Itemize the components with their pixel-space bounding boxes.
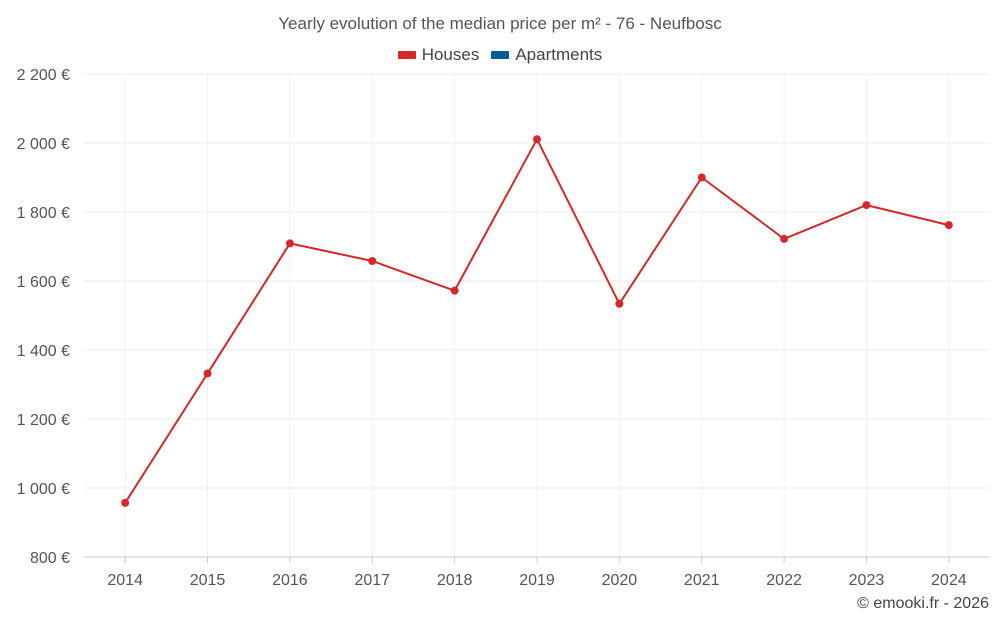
data-point	[450, 286, 459, 295]
x-tick-label: 2019	[519, 572, 555, 589]
data-point	[862, 201, 871, 210]
x-tick-label: 2014	[107, 572, 143, 589]
x-tick-label: 2022	[766, 572, 802, 589]
legend: Houses Apartments	[0, 45, 1000, 65]
x-tick-label: 2017	[354, 572, 390, 589]
legend-label-houses: Houses	[421, 45, 480, 64]
data-point	[780, 234, 789, 243]
x-tick-label: 2021	[684, 572, 720, 589]
x-tick-label: 2023	[849, 572, 885, 589]
x-tick-label: 2018	[437, 572, 473, 589]
x-tick-label: 2016	[272, 572, 308, 589]
data-point	[533, 135, 541, 144]
data-point	[944, 221, 953, 230]
data-point	[285, 239, 294, 248]
legend-label-apartments: Apartments	[515, 45, 603, 64]
data-point	[121, 498, 130, 507]
y-tick-label: 1 600 €	[17, 274, 70, 291]
y-tick-label: 800 €	[30, 550, 70, 567]
data-point	[697, 173, 706, 182]
y-tick-label: 1 800 €	[17, 205, 70, 222]
x-tick-label: 2015	[190, 572, 226, 589]
credit-text: © emooki.fr - 2026	[857, 595, 989, 612]
legend-swatch-houses	[397, 51, 416, 59]
data-point	[368, 256, 377, 265]
y-tick-label: 1 400 €	[17, 343, 70, 360]
x-tick-label: 2024	[931, 572, 967, 589]
y-tick-label: 2 200 €	[17, 67, 70, 84]
y-tick-label: 2 000 €	[17, 136, 70, 153]
y-tick-label: 1 200 €	[17, 412, 70, 429]
y-tick-label: 1 000 €	[17, 481, 70, 498]
chart-title: Yearly evolution of the median price per…	[278, 14, 722, 33]
x-tick-label: 2020	[602, 572, 638, 589]
legend-item-houses[interactable]: Houses	[397, 45, 480, 65]
data-point	[615, 299, 624, 308]
data-point	[203, 369, 212, 378]
legend-item-apartments[interactable]: Apartments	[491, 45, 602, 65]
legend-swatch-apartments	[491, 51, 510, 59]
